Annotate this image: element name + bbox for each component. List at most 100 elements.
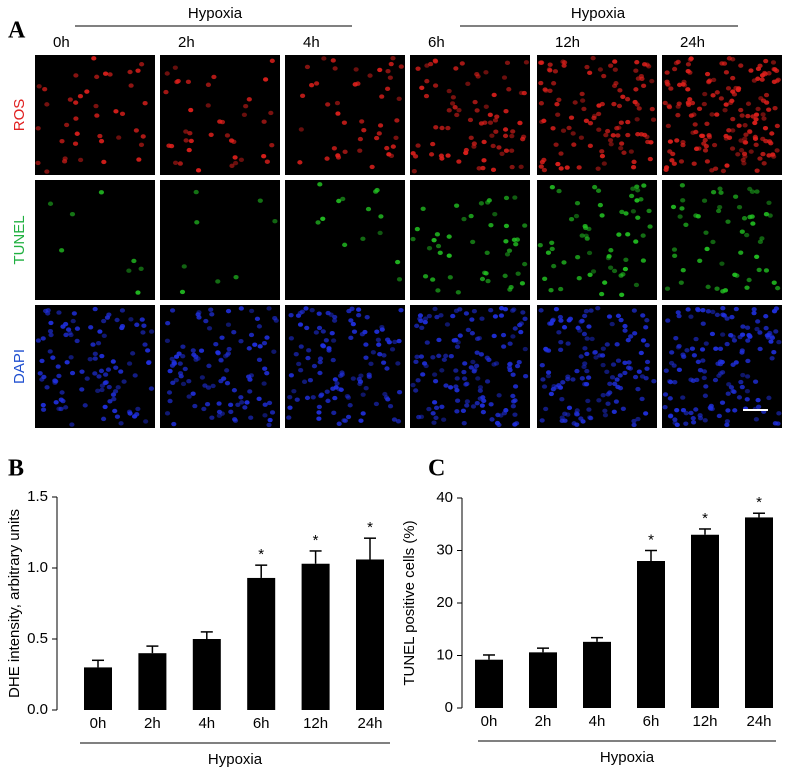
cell	[345, 414, 352, 420]
cell	[430, 411, 436, 416]
cell	[40, 407, 47, 412]
cell	[462, 376, 468, 381]
cell	[740, 157, 746, 163]
cell	[63, 332, 69, 338]
cell	[468, 213, 474, 219]
cell	[559, 396, 565, 402]
cell	[453, 66, 459, 71]
cell	[390, 144, 396, 149]
cell	[454, 409, 460, 414]
cell	[385, 69, 391, 74]
cell	[478, 201, 484, 206]
cell	[437, 250, 443, 256]
cell	[453, 384, 459, 389]
cell	[330, 357, 336, 363]
cell	[196, 315, 202, 320]
cell	[374, 135, 380, 141]
cell	[649, 106, 655, 112]
cell	[221, 376, 227, 381]
cell	[595, 305, 601, 311]
cell	[413, 388, 419, 393]
cell	[131, 258, 137, 264]
cell	[373, 401, 380, 407]
cell	[632, 374, 639, 380]
cell	[288, 312, 294, 318]
cell	[738, 250, 744, 255]
cell	[517, 120, 523, 126]
cell	[514, 237, 521, 242]
cell	[636, 369, 642, 374]
cell	[503, 408, 509, 413]
cell	[424, 340, 430, 345]
cell	[556, 330, 562, 335]
cell	[35, 338, 41, 343]
cell	[112, 389, 119, 394]
cell	[474, 108, 480, 113]
cell	[709, 331, 716, 337]
cell	[683, 421, 689, 426]
cell	[468, 365, 474, 370]
cell	[60, 398, 66, 404]
cell	[618, 317, 624, 323]
cell	[419, 325, 425, 331]
cell	[233, 274, 239, 280]
cell	[701, 141, 707, 146]
cell	[62, 156, 68, 161]
cell	[344, 393, 350, 399]
x-tick-label: 12h	[692, 713, 717, 730]
cell	[483, 271, 489, 276]
cell	[547, 88, 553, 93]
cell	[263, 77, 269, 82]
cell	[502, 306, 509, 312]
cell	[726, 128, 732, 133]
cell	[626, 360, 632, 365]
cell	[724, 163, 730, 168]
cell	[132, 373, 138, 378]
cell	[331, 338, 337, 343]
cell	[296, 361, 302, 367]
cell	[757, 156, 763, 161]
cell	[667, 413, 674, 419]
cell	[71, 311, 77, 316]
cell	[610, 362, 617, 367]
cell	[596, 111, 602, 117]
cell	[736, 123, 742, 128]
cell	[472, 99, 478, 105]
cell	[702, 137, 708, 143]
cell	[621, 150, 627, 155]
cell	[422, 319, 428, 325]
cell	[718, 96, 724, 101]
cell	[446, 108, 452, 113]
panel-label: B	[8, 456, 24, 482]
cell	[714, 312, 720, 318]
y-axis-label: TUNEL positive cells (%)	[401, 520, 418, 685]
cell	[97, 329, 103, 334]
cell	[416, 414, 422, 420]
cell	[545, 250, 552, 255]
cell	[611, 101, 617, 107]
cell	[140, 134, 146, 139]
cell	[358, 373, 364, 378]
cell	[666, 104, 673, 110]
cell	[635, 416, 641, 422]
cell	[730, 116, 736, 122]
cell	[305, 355, 311, 361]
cell	[605, 255, 612, 261]
cell	[414, 323, 420, 329]
cell	[423, 93, 430, 99]
cell	[745, 358, 751, 364]
cell	[74, 338, 80, 344]
cell	[518, 329, 524, 335]
cell	[540, 377, 546, 382]
cell	[615, 358, 622, 363]
cell	[701, 369, 708, 374]
cell	[768, 339, 774, 344]
cell	[602, 413, 609, 418]
cell	[479, 316, 485, 321]
cell	[761, 116, 767, 121]
y-tick-label: 1.0	[27, 559, 48, 576]
cell	[452, 105, 458, 110]
cell	[554, 102, 560, 107]
cell	[56, 373, 62, 379]
cell	[96, 374, 102, 379]
